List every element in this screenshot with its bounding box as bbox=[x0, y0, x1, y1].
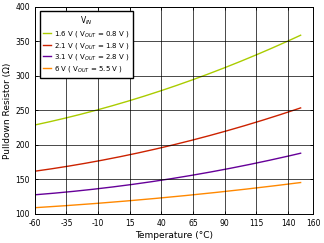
3.1 V ( V$_{OUT}$ = 2.8 V ) bbox=[190, 174, 194, 177]
3.1 V ( V$_{OUT}$ = 2.8 V ) bbox=[195, 173, 199, 176]
2.1 V ( V$_{OUT}$ = 1.8 V ) bbox=[257, 120, 261, 123]
2.1 V ( V$_{OUT}$ = 1.8 V ) bbox=[33, 170, 37, 173]
1.6 V ( V$_{OUT}$ = 0.8 V ) bbox=[257, 52, 261, 55]
6 V ( V$_{OUT}$ = 5.5 V ) bbox=[299, 181, 303, 184]
1.6 V ( V$_{OUT}$ = 0.8 V ) bbox=[274, 45, 278, 48]
1.6 V ( V$_{OUT}$ = 0.8 V ) bbox=[191, 78, 195, 81]
3.1 V ( V$_{OUT}$ = 2.8 V ) bbox=[33, 193, 37, 196]
6 V ( V$_{OUT}$ = 5.5 V ) bbox=[191, 193, 195, 196]
Line: 6 V ( V$_{OUT}$ = 5.5 V ): 6 V ( V$_{OUT}$ = 5.5 V ) bbox=[35, 182, 301, 208]
1.6 V ( V$_{OUT}$ = 0.8 V ) bbox=[34, 123, 38, 126]
1.6 V ( V$_{OUT}$ = 0.8 V ) bbox=[195, 77, 199, 79]
Line: 1.6 V ( V$_{OUT}$ = 0.8 V ): 1.6 V ( V$_{OUT}$ = 0.8 V ) bbox=[35, 35, 301, 125]
3.1 V ( V$_{OUT}$ = 2.8 V ) bbox=[299, 152, 303, 155]
1.6 V ( V$_{OUT}$ = 0.8 V ) bbox=[33, 123, 37, 126]
2.1 V ( V$_{OUT}$ = 1.8 V ) bbox=[190, 139, 194, 142]
Line: 3.1 V ( V$_{OUT}$ = 2.8 V ): 3.1 V ( V$_{OUT}$ = 2.8 V ) bbox=[35, 153, 301, 195]
6 V ( V$_{OUT}$ = 5.5 V ) bbox=[195, 193, 199, 196]
3.1 V ( V$_{OUT}$ = 2.8 V ) bbox=[257, 161, 261, 164]
1.6 V ( V$_{OUT}$ = 0.8 V ) bbox=[190, 78, 194, 81]
3.1 V ( V$_{OUT}$ = 2.8 V ) bbox=[34, 193, 38, 196]
1.6 V ( V$_{OUT}$ = 0.8 V ) bbox=[299, 34, 303, 37]
Y-axis label: Pulldown Resistor (Ω): Pulldown Resistor (Ω) bbox=[4, 62, 12, 159]
6 V ( V$_{OUT}$ = 5.5 V ) bbox=[274, 184, 278, 187]
X-axis label: Temperature (°C): Temperature (°C) bbox=[135, 231, 213, 240]
Line: 2.1 V ( V$_{OUT}$ = 1.8 V ): 2.1 V ( V$_{OUT}$ = 1.8 V ) bbox=[35, 108, 301, 171]
6 V ( V$_{OUT}$ = 5.5 V ) bbox=[34, 206, 38, 209]
3.1 V ( V$_{OUT}$ = 2.8 V ) bbox=[274, 157, 278, 160]
6 V ( V$_{OUT}$ = 5.5 V ) bbox=[33, 206, 37, 209]
6 V ( V$_{OUT}$ = 5.5 V ) bbox=[257, 186, 261, 189]
2.1 V ( V$_{OUT}$ = 1.8 V ) bbox=[195, 137, 199, 140]
2.1 V ( V$_{OUT}$ = 1.8 V ) bbox=[274, 115, 278, 118]
3.1 V ( V$_{OUT}$ = 2.8 V ) bbox=[191, 174, 195, 177]
2.1 V ( V$_{OUT}$ = 1.8 V ) bbox=[191, 139, 195, 141]
Legend: 1.6 V ( V$_{OUT}$ = 0.8 V ), 2.1 V ( V$_{OUT}$ = 1.8 V ), 3.1 V ( V$_{OUT}$ = 2.: 1.6 V ( V$_{OUT}$ = 0.8 V ), 2.1 V ( V$_… bbox=[40, 11, 133, 78]
2.1 V ( V$_{OUT}$ = 1.8 V ) bbox=[299, 106, 303, 109]
6 V ( V$_{OUT}$ = 5.5 V ) bbox=[190, 193, 194, 196]
2.1 V ( V$_{OUT}$ = 1.8 V ) bbox=[34, 170, 38, 173]
